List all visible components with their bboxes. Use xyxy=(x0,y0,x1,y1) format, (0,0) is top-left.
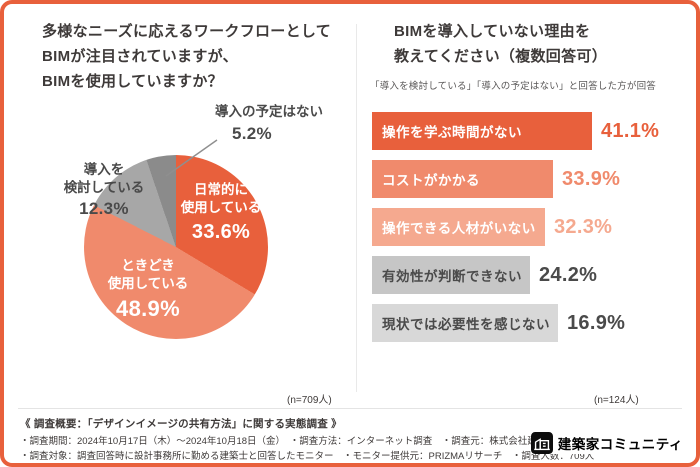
pie-slice-value: 48.9% xyxy=(116,296,180,322)
pie-label-considering: 導入を 検討している 12.3% xyxy=(56,161,152,220)
panel-divider xyxy=(356,24,357,392)
pie-title-line-2: BIMが注目されていますが、 xyxy=(42,48,238,65)
pie-slice-label: 検討している xyxy=(63,179,145,195)
pie-title-line-3: BIMを使用していますか？ xyxy=(42,73,223,90)
bar-value: 16.9% xyxy=(567,311,626,334)
bar-value: 32.3% xyxy=(554,215,613,238)
pie-title-line-1: 多様なニーズに応えるワークフローとして xyxy=(42,23,332,40)
bar: コストがかかる xyxy=(372,160,553,198)
pie-section-title: 多様なニーズに応えるワークフローとして BIMが注目されていますが、 BIMを使… xyxy=(42,19,331,94)
pie-label-sometimes-use: ときどき 使用している 48.9% xyxy=(92,257,204,324)
sample-size-bars: (n=124人) xyxy=(594,395,639,406)
pie-slice-label: ときどき xyxy=(121,258,175,273)
bar-section-title: BIMを導入していない理由を 教えてください（複数回答可） xyxy=(394,19,607,69)
bar-label: 操作を学ぶ時間がない xyxy=(382,125,522,140)
bar-row: 操作できる人材がいない 32.3% xyxy=(372,208,659,246)
bar-label: コストがかかる xyxy=(382,173,480,188)
pie-slice-label: 導入の予定はない xyxy=(215,104,323,119)
bar-section-subtitle: 「導入を検討している」「導入の予定はない」と回答した方が回答 xyxy=(370,81,656,92)
bar-label: 現状では必要性を感じない xyxy=(382,317,550,332)
bar-row: 現状では必要性を感じない 16.9% xyxy=(372,304,659,342)
pie-slice-label: 使用している xyxy=(180,199,262,215)
bar-row: コストがかかる 33.9% xyxy=(372,160,659,198)
sample-size-pie: (n=709人) xyxy=(287,395,332,406)
pie-slice-value: 12.3% xyxy=(79,199,129,219)
kenchikuka-community-logo: 建築家コミュニティ xyxy=(530,432,683,454)
survey-detail-line: ・調査期間：2024年10月17日（木）〜2024年10月18日（金） ・調査方… xyxy=(20,436,613,447)
bar-value: 24.2% xyxy=(539,263,598,286)
survey-overview-footer: 《 調査概要：「デザインイメージの共有方法」に関する実態調査 》 ・調査期間：2… xyxy=(18,408,682,463)
bar: 操作を学ぶ時間がない xyxy=(372,112,592,150)
bar: 現状では必要性を感じない xyxy=(372,304,558,342)
bar: 有効性が判断できない xyxy=(372,256,530,294)
bar-row: 有効性が判断できない 24.2% xyxy=(372,256,659,294)
bar-chart: 操作を学ぶ時間がない 41.1% コストがかかる 33.9% 操作できる人材がいない 32… xyxy=(372,112,659,352)
building-logo-icon xyxy=(530,432,553,454)
pie-label-daily-use: 日常的に 使用している 33.6% xyxy=(171,181,271,245)
bar-label: 有効性が判断できない xyxy=(382,269,522,284)
bar-row: 操作を学ぶ時間がない 41.1% xyxy=(372,112,659,150)
bar-value: 41.1% xyxy=(601,119,660,142)
pie-label-no-plan: 導入の予定はない 5.2% xyxy=(215,103,345,145)
logo-text: 建築家コミュニティ xyxy=(557,437,683,452)
survey-detail-line: ・調査対象：調査回答時に設計事務所に勤める建築士と回答したモニター ・モニター提… xyxy=(20,451,595,462)
pie-slice-value: 33.6% xyxy=(191,221,251,244)
bar: 操作できる人材がいない xyxy=(372,208,545,246)
bar-label: 操作できる人材がいない xyxy=(382,221,536,236)
pie-chart xyxy=(84,155,268,339)
pie-slice-label: 日常的に xyxy=(194,182,248,197)
bar-title-line-2: 教えてください（複数回答可） xyxy=(394,48,608,65)
pie-slice-label: 使用している xyxy=(107,275,189,291)
survey-overview-title: 《 調査概要：「デザインイメージの共有方法」に関する実態調査 》 xyxy=(20,418,342,430)
pie-slice-value: 5.2% xyxy=(232,123,272,143)
pie-slice-label: 導入を xyxy=(83,162,125,177)
bar-value: 33.9% xyxy=(562,167,621,190)
bar-title-line-1: BIMを導入していない理由を xyxy=(394,23,591,40)
